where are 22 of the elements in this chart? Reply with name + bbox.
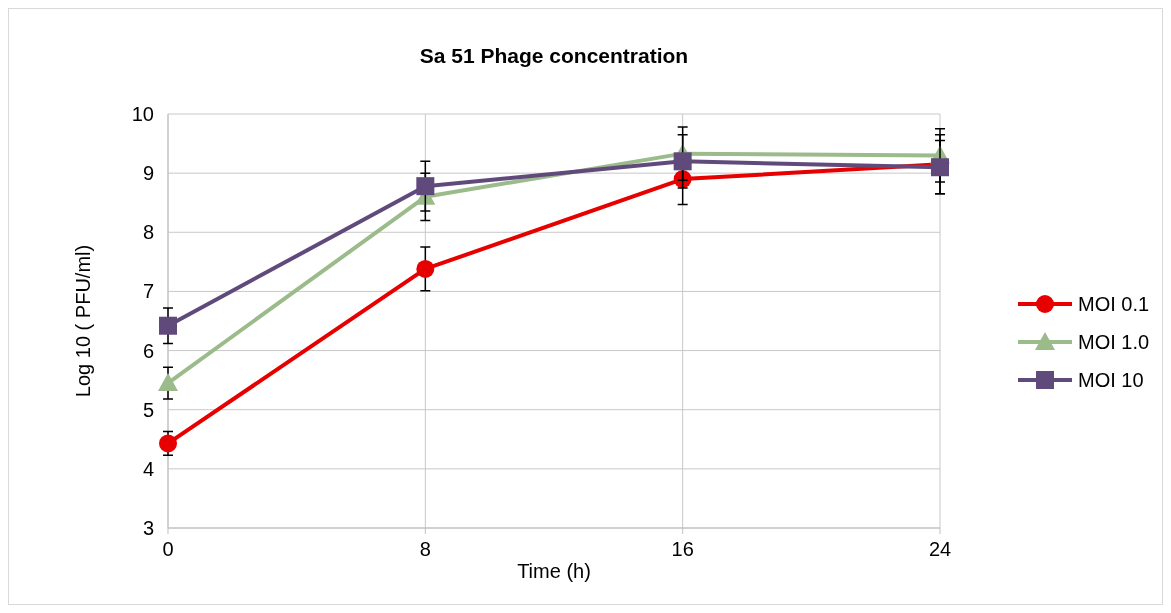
y-tick-label: 9 [142, 162, 154, 185]
x-axis-title: Time (h) [517, 560, 591, 582]
x-tick-label: 24 [928, 538, 952, 560]
y-axis-title: Log 10 ( PFU/ml) [72, 244, 94, 398]
x-tick-label: 8 [419, 538, 431, 560]
legend-label: MOI 0.1 [1078, 293, 1150, 315]
legend-label: MOI 10 [1078, 369, 1144, 391]
chart-title: Sa 51 Phage concentration [419, 44, 689, 67]
point [673, 152, 692, 171]
y-tick-label: 6 [142, 339, 154, 362]
x-tick-label: 16 [671, 538, 694, 560]
y-tick-label: 3 [142, 517, 154, 539]
y-tick-label: 10 [131, 103, 154, 125]
point [416, 259, 435, 278]
point [159, 434, 177, 453]
x-tick-label: 0 [162, 538, 174, 560]
y-tick-label: 5 [142, 398, 154, 421]
y-tick-label: 4 [142, 457, 154, 480]
point [416, 177, 435, 196]
legend-label: MOI 1.0 [1078, 331, 1150, 353]
y-tick-label: 8 [142, 221, 154, 244]
y-tick-label: 7 [142, 280, 154, 303]
